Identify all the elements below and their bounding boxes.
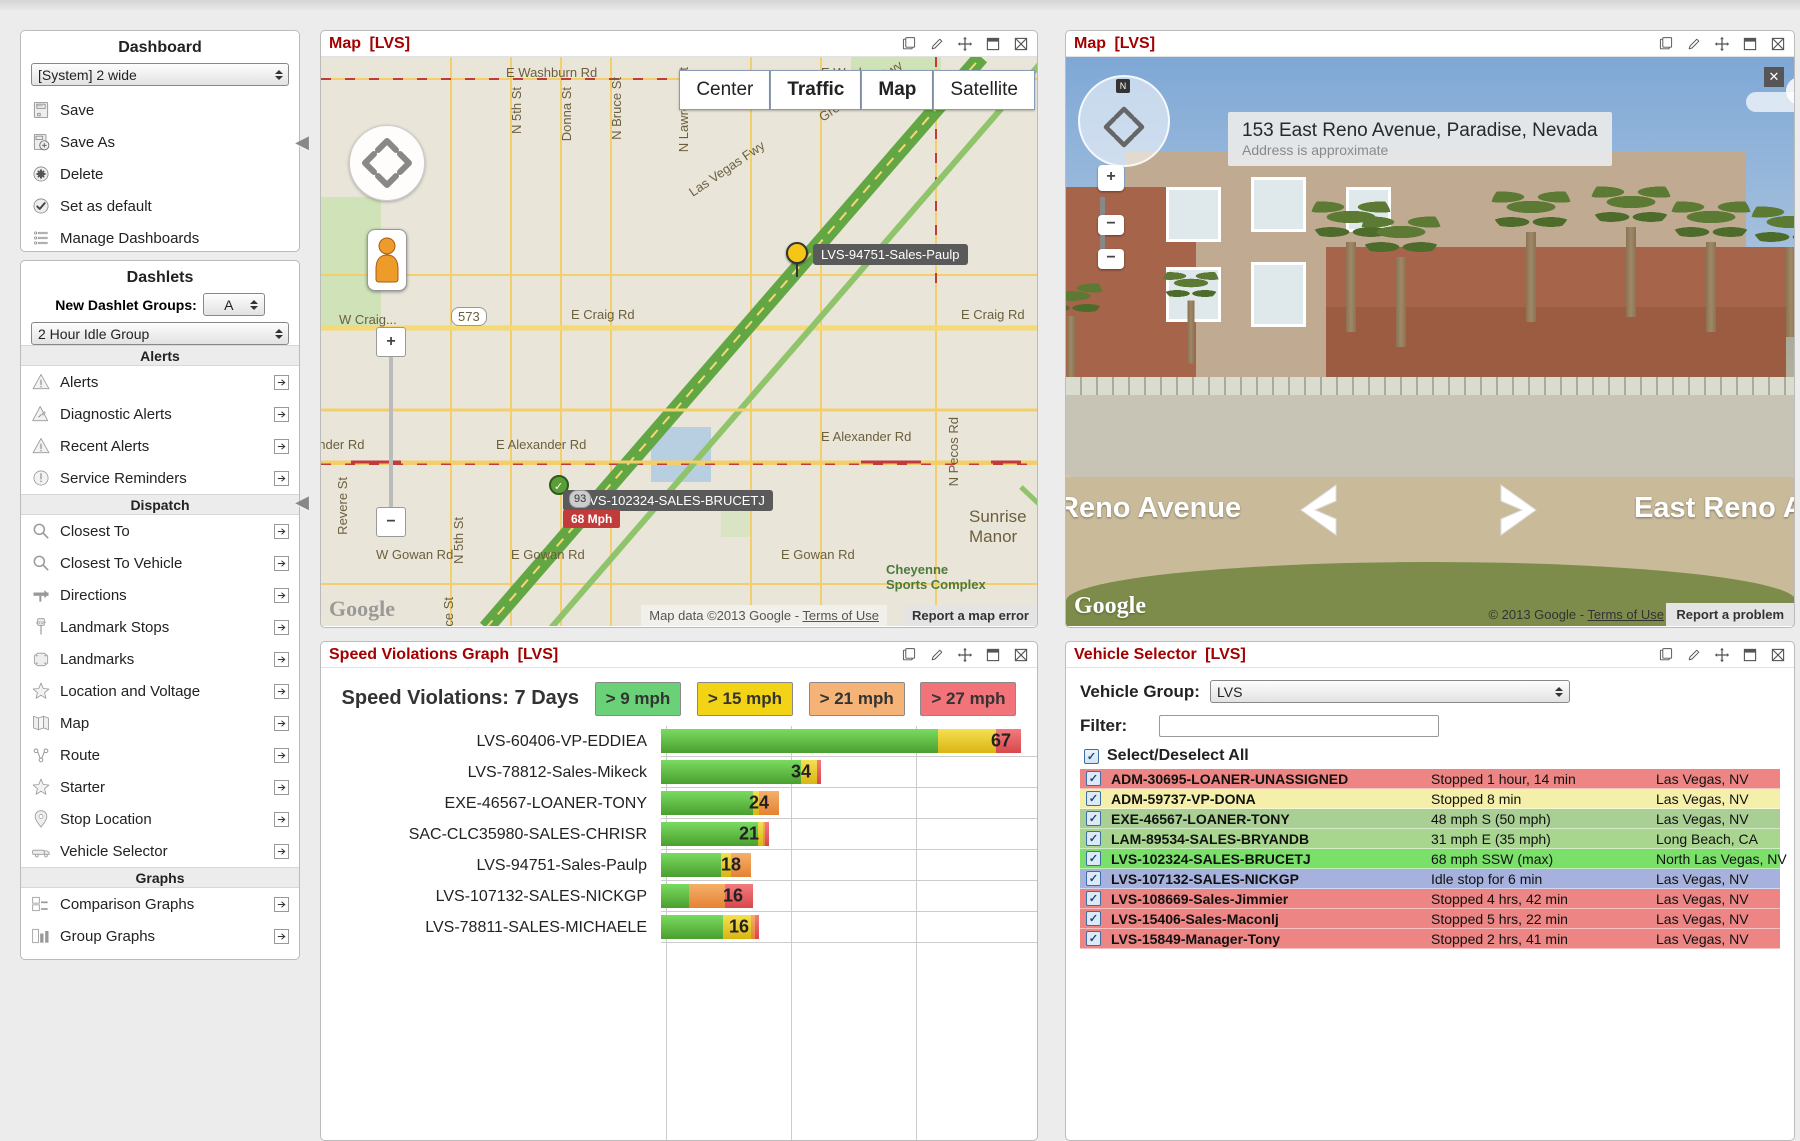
svg-text:STOP: STOP — [36, 621, 46, 625]
